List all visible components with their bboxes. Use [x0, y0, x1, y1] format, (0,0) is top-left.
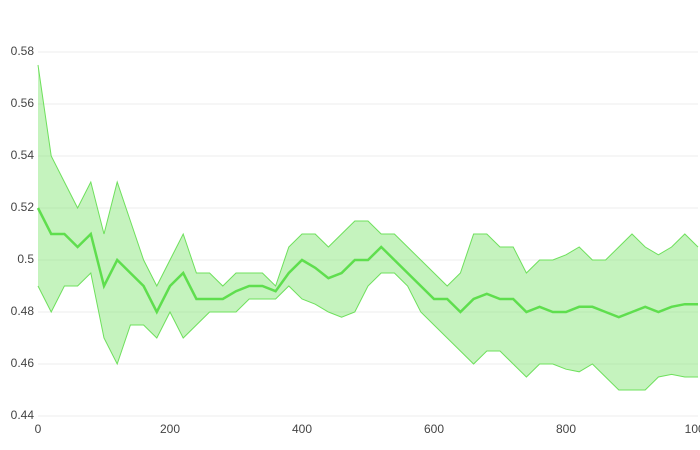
y-tick-label: 0.5 — [17, 252, 34, 266]
y-tick-label: 0.52 — [11, 200, 35, 214]
y-tick-label: 0.56 — [11, 96, 35, 110]
bound-line — [37, 271, 698, 391]
x-tick-label: 1000 — [685, 422, 700, 436]
y-tick-label: 0.44 — [11, 408, 35, 422]
y-tick-label: 0.46 — [11, 356, 35, 370]
x-tick-label: 400 — [292, 422, 312, 436]
x-tick-label: 800 — [556, 422, 576, 436]
x-tick-label: 0 — [35, 422, 42, 436]
bound-line — [37, 64, 699, 288]
y-tick-label: 0.54 — [11, 148, 35, 162]
mean-line — [36, 207, 698, 319]
confidence-band — [38, 65, 698, 390]
x-tick-label: 600 — [424, 422, 444, 436]
y-tick-label: 0.58 — [11, 44, 35, 58]
y-tick-label: 0.48 — [11, 304, 35, 318]
x-tick-label: 200 — [160, 422, 180, 436]
